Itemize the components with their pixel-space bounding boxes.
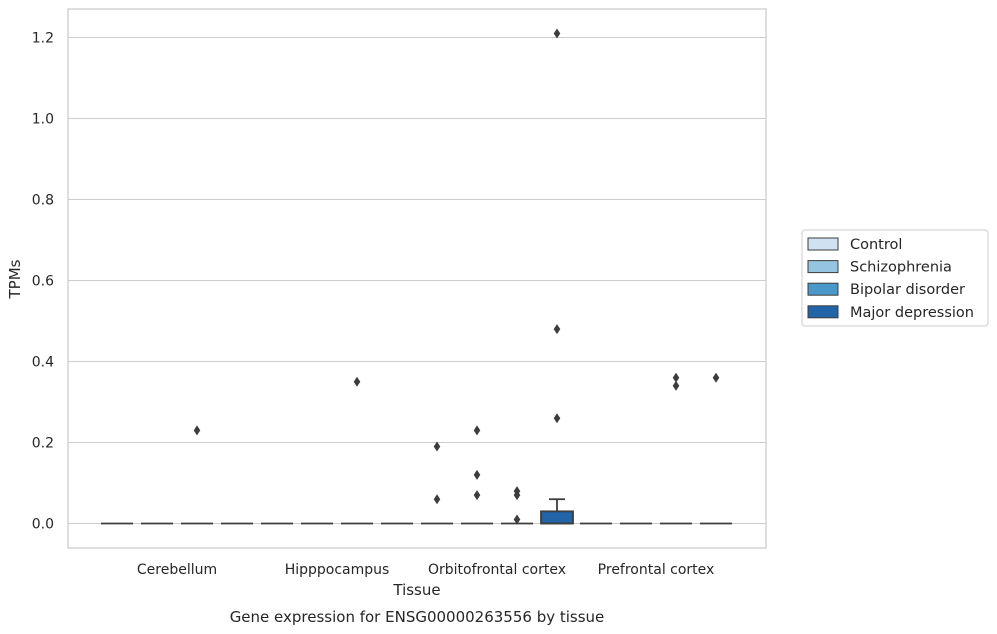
outlier-marker [193,425,201,436]
legend-label: Bipolar disorder [850,282,965,298]
y-tick-label: 0.8 [32,193,54,209]
y-tick-label: 0.0 [32,517,54,533]
box-body [540,510,574,525]
x-axis-ticks: Cerebellum Hipppocampus Orbitofrontal cort… [137,562,714,578]
outliers [193,28,720,525]
y-axis-ticks: 0.0 0.2 0.4 0.6 0.8 1.0 1.2 [32,31,54,533]
figure-caption: Gene expression for ENSG00000263556 by t… [230,608,605,626]
legend-swatch [807,282,839,296]
x-tick-label: Cerebellum [137,562,217,578]
outlier-marker [672,372,680,383]
y-tick-label: 1.0 [32,112,54,128]
legend-label: Control [850,237,902,253]
outlier-marker [513,514,521,525]
legend: Control Schizophrenia Bipolar disorder Majo… [801,229,989,327]
box-major-depression [540,498,574,525]
plot-area-frame [67,8,767,549]
gridlines [68,36,766,525]
outlier-marker [473,469,481,480]
x-axis-title: Tissue [392,581,440,599]
x-tick-label: Orbitofrontal cortex [428,562,566,578]
legend-swatch [807,237,839,251]
outlier-marker [433,441,441,452]
legend-swatch [807,305,839,319]
outlier-marker [672,380,680,391]
outlier-marker [513,486,521,497]
outlier-marker [553,413,561,424]
outlier-marker [353,376,361,387]
legend-label: Schizophrenia [850,260,952,276]
outlier-marker [473,490,481,501]
x-tick-label: Hipppocampus [285,562,390,578]
y-tick-label: 1.2 [32,31,54,47]
outlier-marker [473,425,481,436]
y-tick-label: 0.6 [32,274,54,290]
legend-frame [801,229,989,327]
y-axis-title: TPMs [6,259,24,299]
y-tick-label: 0.2 [32,436,54,452]
outlier-marker [553,324,561,335]
legend-swatch [807,260,839,274]
outlier-marker [712,372,720,383]
outlier-marker [553,28,561,39]
legend-label: Major depression [850,305,974,321]
outlier-marker [433,494,441,505]
x-tick-label: Prefrontal cortex [598,562,715,578]
boxes [101,498,732,525]
y-tick-label: 0.4 [32,355,54,371]
